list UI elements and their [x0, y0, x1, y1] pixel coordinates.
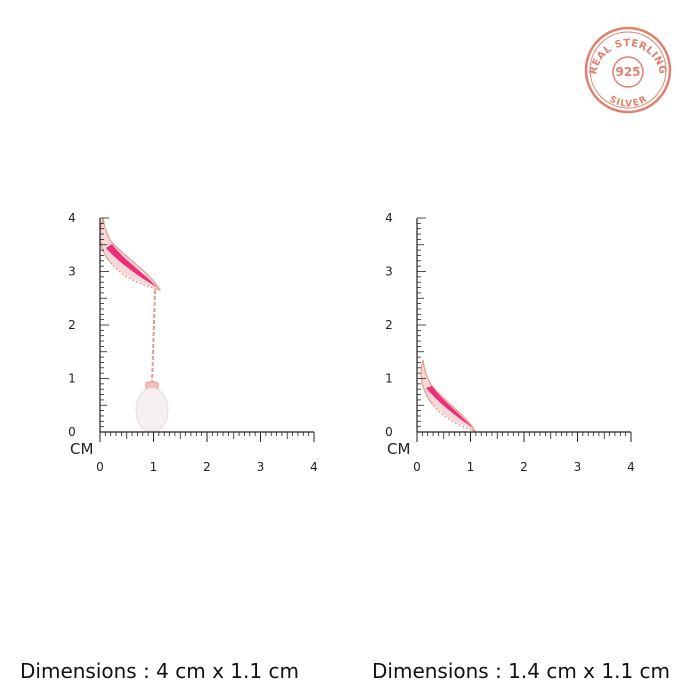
pearl	[135, 387, 169, 433]
y-tick-label: 4	[385, 211, 393, 225]
stones	[107, 261, 157, 292]
unit-label: CM	[70, 440, 93, 458]
leaf	[420, 359, 477, 433]
dimension-text: Dimensions : 1.4 cm x 1.1 cm	[372, 659, 670, 683]
x-tick-label: 0	[96, 460, 104, 474]
unit-label: CM	[387, 440, 410, 458]
x-tick-label: 4	[627, 460, 635, 474]
earring-stud	[420, 359, 477, 433]
y-tick-label: 4	[68, 211, 76, 225]
badge-inner	[612, 56, 644, 88]
dimension-text: Dimensions : 4 cm x 1.1 cm	[20, 659, 299, 683]
stones	[427, 401, 473, 432]
x-tick-label: 2	[203, 460, 211, 474]
earring-drop	[99, 217, 169, 433]
x-tick-label: 1	[150, 460, 158, 474]
y-tick-label: 3	[385, 265, 393, 279]
badge-center: 925	[615, 65, 640, 79]
badge-outer	[584, 26, 672, 114]
enamel	[106, 244, 158, 288]
x-tick-label: 0	[413, 460, 421, 474]
badge-bottom: SILVER	[608, 94, 649, 109]
chain	[151, 289, 156, 386]
y-tick-label: 1	[68, 372, 76, 386]
x-tick-label: 4	[310, 460, 318, 474]
leaf	[99, 217, 162, 291]
x-tick-label: 1	[467, 460, 475, 474]
y-tick-label: 1	[385, 372, 393, 386]
y-tick-label: 2	[385, 318, 393, 332]
x-tick-label: 3	[574, 460, 582, 474]
badge-ring	[589, 31, 667, 109]
badge-bottom-text: SILVER	[608, 94, 649, 109]
x-tick-label: 3	[257, 460, 265, 474]
y-tick-label: 0	[68, 425, 76, 439]
badge: REAL STERLING 925 SILVER	[584, 26, 672, 114]
y-tick-label: 2	[68, 318, 76, 332]
enamel	[426, 386, 473, 428]
y-tick-label: 3	[68, 265, 76, 279]
y-tick-label: 0	[385, 425, 393, 439]
x-tick-label: 2	[520, 460, 528, 474]
